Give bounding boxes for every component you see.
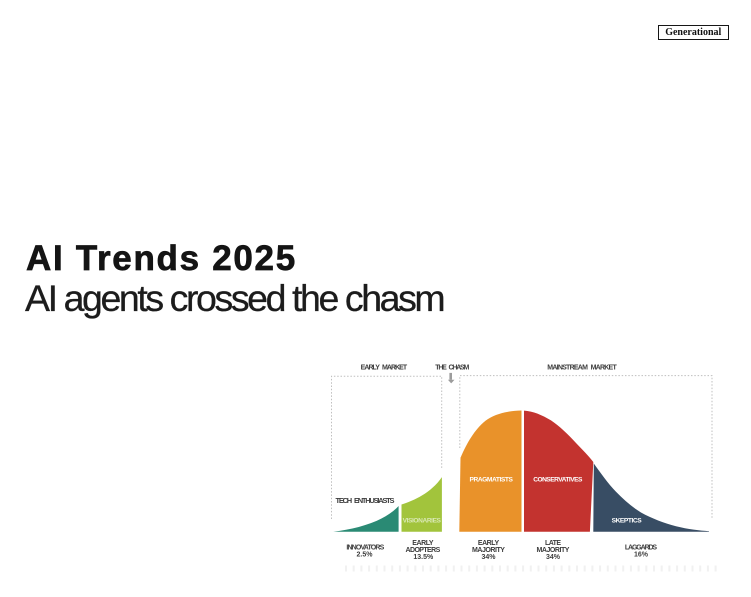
svg-text:EARLY: EARLY [478,540,500,547]
svg-text:PRAGMATISTS: PRAGMATISTS [470,477,514,484]
svg-text:MAJORITY: MAJORITY [472,547,505,554]
svg-text:MAINSTREAM MARKET: MAINSTREAM MARKET [547,365,617,372]
svg-text:LATE: LATE [545,540,561,547]
svg-text:SKEPTICS: SKEPTICS [612,518,643,525]
svg-text:EARLY: EARLY [412,540,434,547]
svg-text:VISIONARIES: VISIONARIES [403,518,442,525]
svg-text:ADOPTERS: ADOPTERS [406,547,441,554]
svg-text:CONSERVATIVES: CONSERVATIVES [533,477,583,484]
svg-text:INNOVATORS: INNOVATORS [346,544,384,551]
svg-text:34%: 34% [481,554,496,561]
svg-text:34%: 34% [546,554,561,561]
svg-text:LAGGARDS: LAGGARDS [625,544,658,551]
svg-text:2.5%: 2.5% [357,551,374,558]
svg-text:13.5%: 13.5% [413,554,434,561]
svg-text:THE CHASM: THE CHASM [435,365,469,372]
svg-text:16%: 16% [634,551,649,558]
svg-text:TECH ENTHUSIASTS: TECH ENTHUSIASTS [336,496,395,505]
svg-text:EARLY MARKET: EARLY MARKET [361,365,408,372]
svg-text:MAJORITY: MAJORITY [537,547,570,554]
